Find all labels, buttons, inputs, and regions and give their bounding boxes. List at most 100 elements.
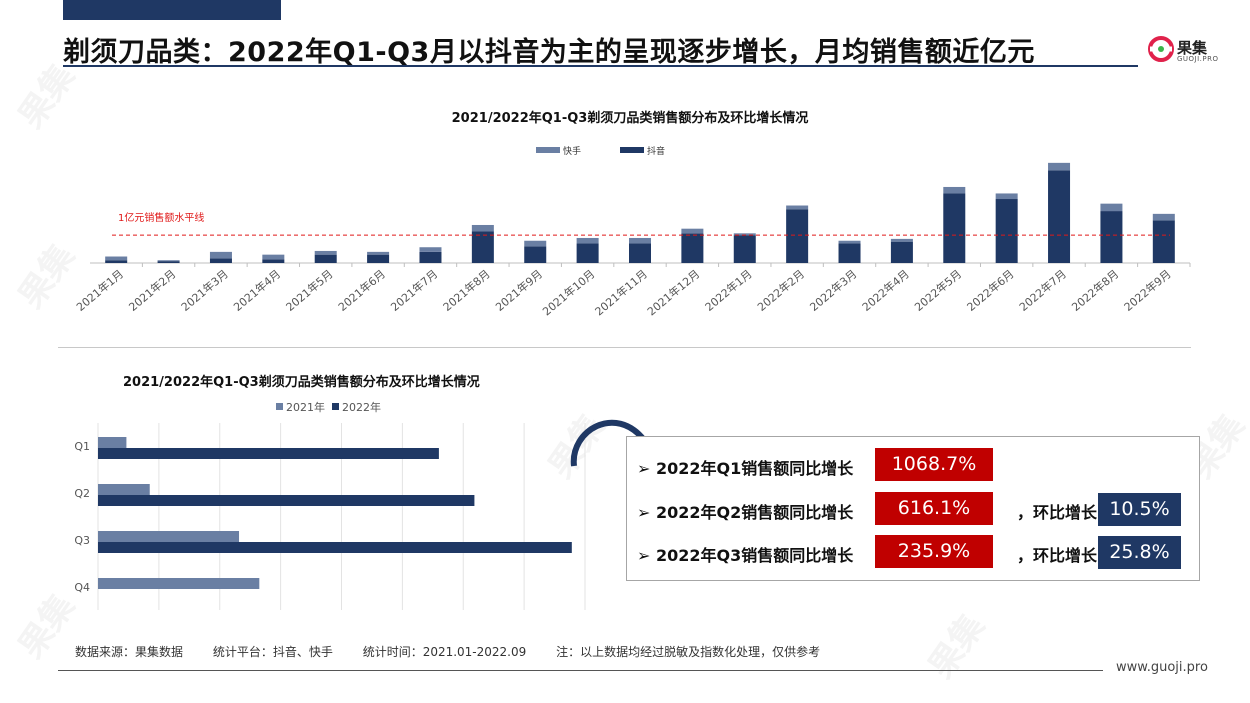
logo-name: 果集 [1177, 39, 1208, 57]
x-tick-label: 2021年7月 [388, 267, 441, 314]
bar-kuaishou [524, 240, 547, 247]
bar-kuaishou [629, 237, 651, 244]
legend-swatch [620, 147, 644, 153]
bar-douyin [367, 254, 390, 263]
summary-row-q2: ➢ 2022年Q2销售额同比增长 616.1% ，环比增长 10.5% [627, 492, 1199, 526]
qoq-label: ，环比增长 [1017, 503, 1098, 522]
bar-kuaishou [157, 260, 180, 262]
summary-row-q1: ➢ 2022年Q1销售额同比增长 1068.7% [627, 448, 1199, 482]
bar-douyin [733, 235, 756, 263]
quarterly-sales-chart: 2021/2022年Q1-Q3剃须刀品类销售额分布及环比增长情况 2021年 202… [74, 374, 586, 610]
bar-douyin [995, 199, 1018, 263]
bar-douyin [419, 251, 442, 263]
x-tick-label: 2021年9月 [493, 267, 546, 314]
x-tick-label: 2021年6月 [335, 267, 388, 314]
x-tick-label: 2021年1月 [73, 267, 126, 314]
bar-kuaishou [419, 247, 442, 252]
section-divider [58, 347, 1191, 348]
bar-douyin [786, 209, 809, 263]
bar-douyin [890, 241, 913, 263]
x-tick-label: 2022年2月 [754, 267, 807, 314]
legend-label: 2022年 [342, 400, 381, 414]
bar-douyin [1152, 220, 1175, 263]
bar-douyin [209, 258, 232, 263]
bar-2021 [98, 578, 260, 589]
bar-douyin [629, 243, 651, 263]
x-tick-label: 2021年5月 [283, 267, 336, 314]
y-tick-label: Q2 [74, 487, 90, 500]
bar-douyin [524, 246, 547, 263]
bar-kuaishou [1048, 162, 1071, 171]
bar-2022 [98, 542, 572, 553]
bar-kuaishou [838, 240, 861, 244]
bar-kuaishou [1100, 203, 1123, 212]
bar-douyin [471, 231, 494, 263]
x-tick-label: 2021年8月 [440, 267, 493, 314]
bar-douyin [262, 259, 285, 263]
footer-period: 统计时间：2021.01-2022.09 [362, 645, 527, 659]
legend-swatch [536, 147, 560, 153]
bar-kuaishou [262, 254, 285, 260]
x-tick-label: 2021年12月 [644, 267, 702, 319]
y-tick-label: Q1 [74, 440, 90, 453]
x-tick-label: 2022年8月 [1069, 267, 1122, 314]
bar-2022 [98, 495, 475, 506]
x-tick-label: 2022年6月 [964, 267, 1017, 314]
x-tick-label: 2021年10月 [540, 267, 598, 319]
growth-summary-box: ➢ 2022年Q1销售额同比增长 1068.7% ➢ 2022年Q2销售额同比增… [626, 436, 1200, 581]
yoy-badge: 616.1% [875, 492, 993, 525]
bar-douyin [838, 243, 861, 263]
bar-douyin [314, 254, 337, 263]
header-accent-bar [63, 0, 281, 20]
summary-row-q3: ➢ 2022年Q3销售额同比增长 235.9% ，环比增长 25.8% [627, 535, 1199, 569]
x-tick-label: 2022年1月 [702, 267, 755, 314]
y-tick-label: Q4 [74, 581, 90, 594]
bar-douyin [576, 243, 599, 263]
x-tick-label: 2022年3月 [807, 267, 860, 314]
bar-douyin [1048, 170, 1071, 263]
legend-label: 快手 [563, 145, 581, 157]
footer-divider [58, 670, 1103, 671]
x-tick-label: 2022年5月 [912, 267, 965, 314]
summary-label: ➢ 2022年Q3销售额同比增长 [637, 546, 854, 565]
y-tick-label: Q3 [74, 534, 90, 547]
legend-swatch [276, 403, 283, 410]
legend-swatch [332, 403, 339, 410]
summary-label: ➢ 2022年Q2销售额同比增长 [637, 503, 854, 522]
bar-kuaishou [890, 238, 913, 242]
bar-2022 [98, 448, 439, 459]
bar-douyin [943, 193, 966, 263]
legend-label: 2021年 [286, 400, 325, 414]
chart-title: 2021/2022年Q1-Q3剃须刀品类销售额分布及环比增长情况 [452, 110, 809, 126]
legend-label: 抖音 [647, 145, 665, 157]
bar-douyin [1100, 211, 1123, 263]
reference-line-label: 1亿元销售额水平线 [118, 211, 204, 224]
bar-2021 [98, 484, 150, 495]
title-underline [63, 65, 1138, 67]
brand-logo: 果集 GUOJI.PRO [1148, 36, 1228, 66]
bar-douyin [157, 261, 180, 263]
bar-kuaishou [209, 251, 232, 259]
qoq-badge: 10.5% [1098, 493, 1181, 526]
x-tick-label: 2022年4月 [859, 267, 912, 314]
footer-notes: 数据来源：果集数据 统计平台：抖音、快手 统计时间：2021.01-2022.0… [75, 643, 846, 660]
bar-kuaishou [681, 228, 704, 234]
bar-kuaishou [314, 250, 337, 255]
bar-kuaishou [786, 205, 809, 210]
x-tick-label: 2022年7月 [1016, 267, 1069, 314]
logo-icon [1148, 36, 1174, 62]
bar-2021 [98, 437, 127, 448]
bar-kuaishou [1152, 213, 1175, 221]
chart-title: 2021/2022年Q1-Q3剃须刀品类销售额分布及环比增长情况 [123, 374, 480, 390]
page-title: 剃须刀品类：2022年Q1-Q3月以抖音为主的呈现逐步增长，月均销售额近亿元 [63, 37, 1035, 68]
footer-note: 注：以上数据均经过脱敏及指数化处理，仅供参考 [556, 645, 821, 659]
bar-2021 [98, 531, 240, 542]
bar-kuaishou [995, 193, 1018, 200]
footer-source: 数据来源：果集数据 [75, 645, 184, 659]
bar-kuaishou [105, 256, 128, 261]
qoq-label: ，环比增长 [1017, 546, 1098, 565]
x-tick-label: 2022年9月 [1121, 267, 1174, 314]
x-tick-label: 2021年11月 [592, 267, 650, 319]
website-link[interactable]: www.guoji.pro [1116, 660, 1208, 675]
